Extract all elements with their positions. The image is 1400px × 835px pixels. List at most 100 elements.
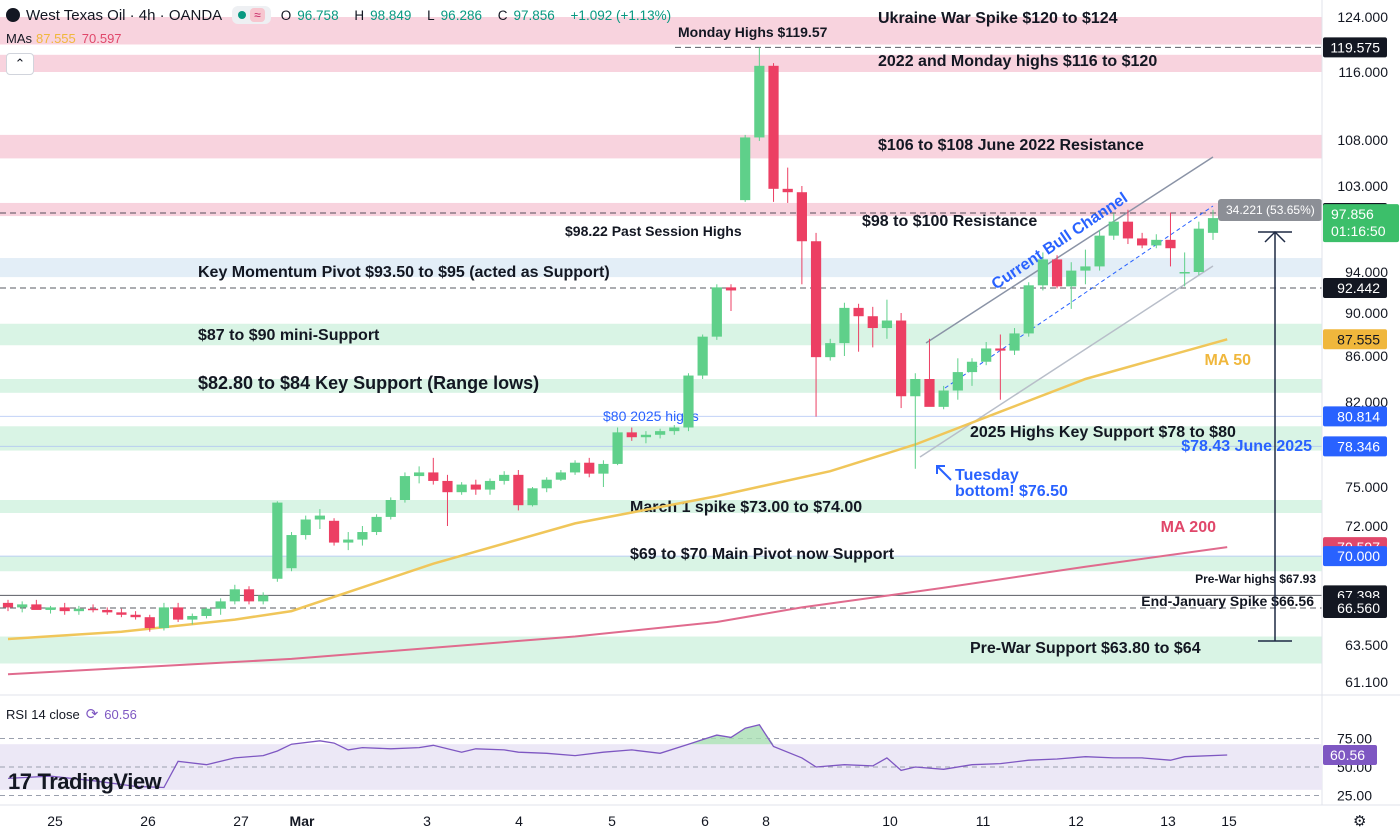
zone-label: $106 to $108 June 2022 Resistance — [878, 137, 1144, 154]
time-tick: 13 — [1160, 813, 1176, 829]
candle-body — [1023, 285, 1034, 334]
zone-label: March 1 spike $73.00 to $74.00 — [630, 499, 862, 516]
rsi-tick: 25.00 — [1337, 788, 1372, 804]
zone-band — [0, 323, 1322, 346]
candle-body — [144, 617, 155, 629]
time-tick: 25 — [47, 813, 63, 829]
candle-body — [1137, 238, 1148, 246]
candle-body — [1051, 259, 1063, 287]
candle-body — [910, 379, 921, 397]
level-text: MA 200 — [1161, 519, 1217, 536]
gear-icon[interactable]: ⚙ — [1353, 813, 1367, 830]
candle-body — [810, 241, 822, 358]
zone-label: 2022 and Monday highs $116 to $120 — [878, 53, 1157, 70]
rsi-tick: 75.00 — [1337, 731, 1372, 747]
rsi-legend[interactable]: RSI 14 close ⟳ 60.56 — [6, 705, 137, 723]
rsi-legend-value: 60.56 — [104, 706, 137, 722]
candle-body — [286, 535, 297, 569]
candle-body — [1151, 239, 1162, 246]
time-tick: 6 — [701, 813, 709, 829]
level-text: $80 2025 highs — [603, 408, 699, 424]
candle-body — [896, 320, 907, 397]
zone-band — [0, 636, 1322, 664]
tuesday-arrow — [936, 465, 952, 481]
price-label-box — [1323, 406, 1387, 427]
price-tick: 103.000 — [1337, 178, 1388, 194]
candle-body — [527, 488, 538, 506]
chart-title[interactable]: West Texas Oil · 4h · OANDA — [26, 6, 223, 24]
candle-body — [740, 137, 751, 201]
ma-legend[interactable]: MAs 87.555 70.597 — [6, 31, 122, 46]
zone-band — [0, 134, 1322, 159]
candle-body — [1179, 272, 1190, 274]
zone-band — [0, 379, 1322, 393]
candle-body — [881, 320, 893, 329]
candle-body — [598, 463, 609, 474]
measure-badge — [1218, 199, 1322, 221]
price-tick: 116.000 — [1338, 64, 1388, 80]
candle-body — [272, 502, 283, 579]
collapse-legend-button[interactable]: ⌃ — [6, 53, 34, 75]
candle-body — [1108, 221, 1119, 236]
time-tick: 27 — [233, 813, 249, 829]
candle-body — [569, 462, 581, 473]
candle-body — [102, 609, 113, 613]
current-price-countdown: 01:16:50 — [1331, 223, 1386, 239]
candle-body — [655, 431, 666, 435]
zone-band — [0, 556, 1322, 572]
candle-body — [1094, 235, 1105, 267]
zone-label: $98 to $100 Resistance — [862, 213, 1037, 230]
candle-body — [116, 612, 127, 615]
ma200-line — [7, 546, 1228, 676]
zone-label: Pre-War Support $63.80 to $64 — [970, 640, 1201, 657]
zone-label: $87 to $90 mini-Support — [198, 327, 380, 344]
price-label-box — [1323, 277, 1387, 298]
level-text: $78.43 June 2025 — [1181, 438, 1312, 455]
candle-body — [796, 192, 807, 242]
current-price-value: 97.856 — [1331, 206, 1374, 222]
candle-body — [612, 432, 623, 464]
candle-body — [357, 532, 368, 540]
candle-body — [952, 372, 963, 391]
price-label: 92.442 — [1337, 280, 1380, 296]
level-text: Pre-War highs $67.93 — [1195, 572, 1316, 586]
candle-body — [442, 480, 453, 493]
candle-body — [640, 434, 652, 438]
price-label: 66.560 — [1337, 600, 1380, 616]
candle-body — [456, 484, 467, 493]
candle-body — [938, 390, 949, 407]
candle-body — [1080, 266, 1091, 271]
price-label-box — [1323, 546, 1387, 567]
candle-body — [1193, 228, 1204, 272]
candle-body — [1037, 259, 1048, 286]
time-tick: 8 — [762, 813, 770, 829]
price-label: 119.575 — [1330, 39, 1380, 55]
candle-body — [31, 604, 42, 610]
candle-body — [711, 287, 722, 337]
candle-body — [158, 607, 170, 629]
candle-body — [87, 608, 99, 611]
price-tick: 63.500 — [1345, 637, 1388, 653]
time-tick: Mar — [290, 813, 315, 829]
delay-icon: ≈ — [250, 8, 265, 22]
candle-body — [555, 472, 566, 480]
candle-body — [1165, 239, 1176, 249]
candle-body — [328, 520, 340, 543]
candle-body — [484, 480, 496, 490]
candle-body — [754, 65, 765, 138]
candle-body — [1066, 270, 1077, 287]
candle-body — [995, 348, 1006, 351]
change-value: +1.092 (+1.13%) — [570, 7, 672, 23]
rsi-label: RSI 14 close — [6, 706, 80, 722]
candle-body — [187, 615, 198, 620]
candle-body — [1122, 221, 1134, 239]
channel-mid-line — [944, 205, 1214, 389]
tradingview-logo: 17 TradingView — [8, 769, 162, 795]
rsi-overbought-fill — [660, 724, 774, 745]
price-label-box — [1323, 37, 1387, 58]
price-tick: 124.000 — [1337, 9, 1388, 25]
candle-body — [428, 472, 439, 481]
channel-upper-line — [925, 156, 1214, 344]
market-status-pill[interactable]: ≈ — [232, 6, 271, 24]
